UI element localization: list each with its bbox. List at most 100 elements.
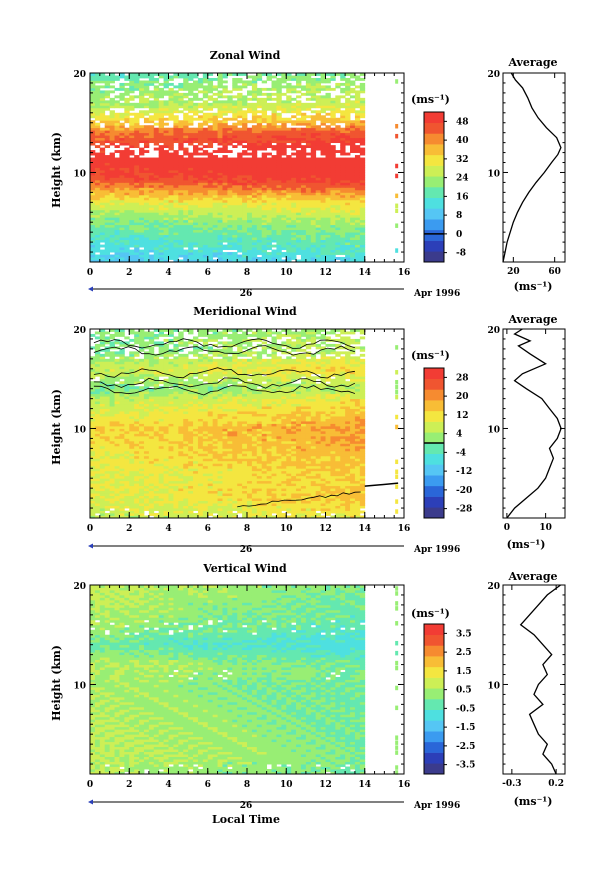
heat-cell bbox=[305, 162, 312, 166]
heat-cell bbox=[291, 485, 297, 489]
heat-cell bbox=[359, 199, 366, 203]
heat-cell bbox=[168, 485, 174, 489]
heat-cell bbox=[173, 100, 179, 104]
heat-cell bbox=[158, 157, 164, 161]
heat-cell bbox=[222, 145, 228, 149]
heat-cell bbox=[158, 194, 164, 198]
heat-cell bbox=[247, 209, 253, 213]
heat-cell bbox=[163, 488, 169, 492]
heat-cell bbox=[320, 140, 326, 144]
heat-cell bbox=[266, 77, 272, 81]
heat-cell bbox=[143, 254, 150, 258]
heat-cell bbox=[202, 92, 209, 96]
heat-cell bbox=[296, 132, 302, 136]
heat-cell bbox=[158, 229, 164, 233]
heat-cell bbox=[114, 177, 120, 181]
heat-cell bbox=[124, 247, 130, 250]
heat-cell bbox=[251, 117, 258, 121]
heat-cell bbox=[212, 135, 218, 139]
heat-cell bbox=[153, 232, 160, 236]
heat-cell bbox=[207, 115, 214, 119]
heat-cell bbox=[178, 73, 184, 76]
heat-cell bbox=[281, 127, 287, 131]
heat-cell bbox=[296, 515, 302, 519]
heat-cell bbox=[305, 493, 312, 497]
heat-cell bbox=[350, 237, 356, 241]
heat-cell bbox=[276, 495, 282, 499]
heat-cell bbox=[266, 172, 272, 176]
heat-cell bbox=[345, 167, 351, 171]
heat-cell bbox=[266, 237, 272, 241]
heat-cell bbox=[305, 189, 312, 193]
heat-cell bbox=[109, 495, 115, 499]
heat-cell bbox=[247, 227, 253, 231]
heat-cell bbox=[251, 80, 258, 84]
heat-cell bbox=[104, 495, 111, 499]
heat-cell bbox=[124, 157, 130, 161]
heat-cell bbox=[202, 242, 209, 245]
heat-cell bbox=[222, 147, 228, 151]
heat-cell bbox=[281, 505, 287, 509]
heat-cell bbox=[305, 122, 312, 126]
heat-cell bbox=[217, 160, 223, 163]
heat-cell bbox=[94, 508, 101, 511]
heat-cell bbox=[104, 259, 111, 263]
heat-cell bbox=[340, 207, 346, 211]
heat-cell bbox=[114, 515, 120, 519]
heat-cell bbox=[340, 142, 346, 146]
heat-cell bbox=[320, 229, 326, 233]
heat-cell bbox=[94, 234, 101, 238]
heat-cell bbox=[173, 209, 179, 213]
heat-cell bbox=[330, 503, 336, 506]
heat-cell bbox=[251, 125, 258, 129]
heat-cell bbox=[281, 234, 287, 238]
heat-cell bbox=[359, 249, 366, 253]
heat-cell bbox=[109, 130, 115, 134]
heat-cell bbox=[256, 227, 263, 231]
heat-cell bbox=[119, 207, 125, 211]
heat-cell bbox=[188, 485, 194, 489]
heat-cell bbox=[242, 232, 248, 236]
heat-cell bbox=[207, 503, 214, 506]
heat-cell bbox=[350, 224, 356, 228]
heat-cell bbox=[242, 234, 248, 238]
heat-cell bbox=[222, 234, 228, 238]
heat-cell bbox=[173, 224, 179, 228]
heat-cell bbox=[359, 194, 366, 198]
heat-cell bbox=[134, 135, 140, 139]
heat-cell bbox=[134, 202, 140, 206]
heat-cell bbox=[168, 165, 174, 168]
heat-cell bbox=[325, 508, 331, 511]
heat-cell bbox=[217, 493, 223, 497]
heat-cell bbox=[178, 92, 184, 96]
colorbar-swatch bbox=[424, 133, 444, 145]
heat-cell bbox=[281, 132, 287, 136]
heat-cell bbox=[109, 182, 115, 186]
heat-cell bbox=[188, 122, 194, 126]
heat-cell bbox=[163, 174, 169, 178]
heat-cell bbox=[335, 157, 341, 161]
heat-cell bbox=[286, 182, 292, 186]
heat-cell bbox=[300, 150, 307, 153]
heat-cell bbox=[104, 478, 111, 482]
heat-cell bbox=[325, 169, 331, 173]
heat-cell bbox=[305, 244, 312, 248]
heat-cell bbox=[237, 132, 243, 136]
heat-cell bbox=[271, 485, 277, 489]
heat-cell bbox=[134, 229, 140, 233]
heat-cell bbox=[134, 473, 140, 477]
heat-cell bbox=[173, 478, 179, 482]
heat-cell bbox=[340, 117, 346, 121]
heat-cell bbox=[109, 73, 115, 76]
heat-cell bbox=[163, 172, 169, 176]
heat-cell bbox=[188, 249, 194, 253]
heat-cell bbox=[143, 87, 150, 91]
heat-cell bbox=[94, 483, 101, 487]
heat-cell bbox=[178, 100, 184, 104]
heat-cell bbox=[202, 80, 209, 84]
heat-cell bbox=[197, 127, 204, 131]
heat-cell bbox=[158, 130, 164, 134]
heat-cell bbox=[340, 172, 346, 176]
heat-cell bbox=[212, 167, 218, 171]
heat-cell bbox=[202, 483, 209, 487]
